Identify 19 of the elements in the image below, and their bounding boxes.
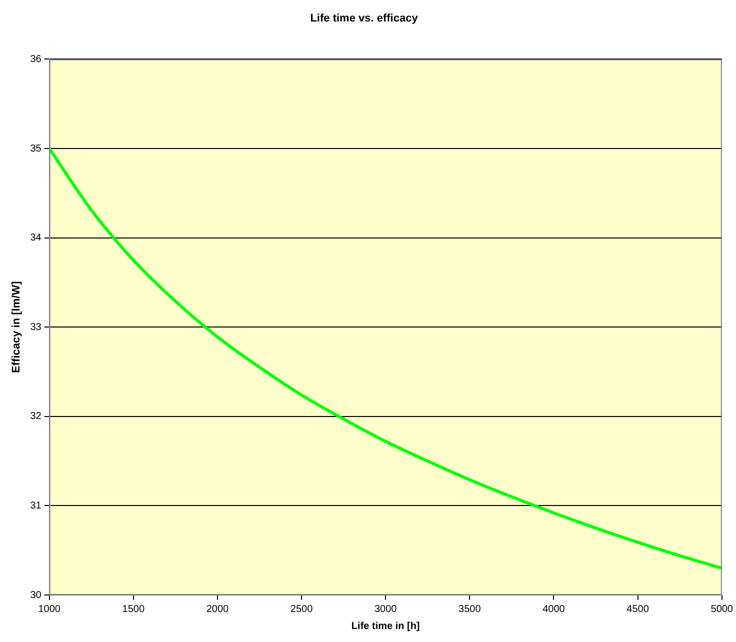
x-tick-label: 1500 bbox=[122, 604, 145, 615]
x-tick-label: 3000 bbox=[374, 604, 398, 615]
x-axis-title: Life time in [h] bbox=[351, 620, 420, 632]
y-axis-title: Efficacy in [lm/W] bbox=[10, 280, 23, 373]
y-tick-label: 31 bbox=[30, 500, 42, 512]
y-tick-label: 36 bbox=[30, 54, 42, 65]
y-tick-label: 33 bbox=[30, 322, 42, 333]
x-tick-label: 3500 bbox=[458, 604, 482, 615]
x-tick-label: 1000 bbox=[38, 604, 61, 615]
x-tick-label: 2000 bbox=[206, 604, 230, 615]
y-tick-label: 30 bbox=[30, 590, 42, 601]
chart-title: Life time vs. efficacy bbox=[310, 12, 419, 25]
y-tick-label: 32 bbox=[30, 411, 42, 422]
y-tick-label: 34 bbox=[30, 232, 42, 244]
x-tick-label: 5000 bbox=[710, 604, 734, 615]
x-tick-label: 4000 bbox=[542, 604, 566, 615]
x-tick-label: 2500 bbox=[290, 604, 314, 615]
x-tick-label: 4500 bbox=[626, 604, 650, 615]
y-tick-label: 35 bbox=[30, 143, 42, 154]
